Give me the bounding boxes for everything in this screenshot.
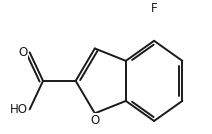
Text: HO: HO xyxy=(10,103,28,116)
Text: O: O xyxy=(90,114,99,127)
Text: F: F xyxy=(151,2,157,15)
Text: O: O xyxy=(18,46,28,59)
